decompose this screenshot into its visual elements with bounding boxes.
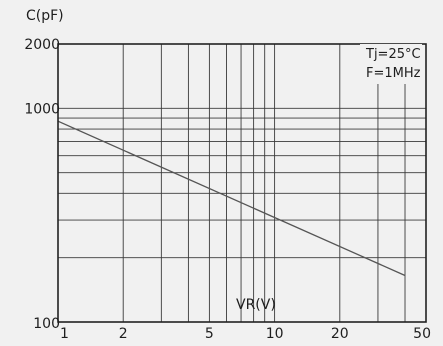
y-axis-label: C(pF): [26, 8, 64, 24]
x-tick-label: 10: [266, 326, 284, 342]
x-tick-label: 1: [60, 326, 69, 342]
series-layer: [57, 120, 406, 277]
tick-labels: 1 2 5 10 20 50 100 1000 2000: [24, 37, 431, 342]
grid: [57, 43, 427, 323]
annotation-background: [360, 44, 422, 84]
plot-frame: [57, 43, 427, 323]
capacitance-curve: [57, 120, 406, 277]
y-tick-label: 2000: [24, 37, 60, 53]
x-tick-label: 5: [205, 326, 214, 342]
x-tick-label: 20: [331, 326, 349, 342]
y-tick-label: 1000: [24, 101, 60, 117]
annotation-temperature: Tj=25°C: [365, 47, 421, 62]
x-axis-label: VR(V): [236, 297, 276, 313]
x-tick-label: 50: [413, 326, 431, 342]
annotation-frequency: F=1MHz: [366, 66, 421, 81]
x-tick-label: 2: [119, 326, 128, 342]
y-tick-label: 100: [33, 316, 60, 332]
